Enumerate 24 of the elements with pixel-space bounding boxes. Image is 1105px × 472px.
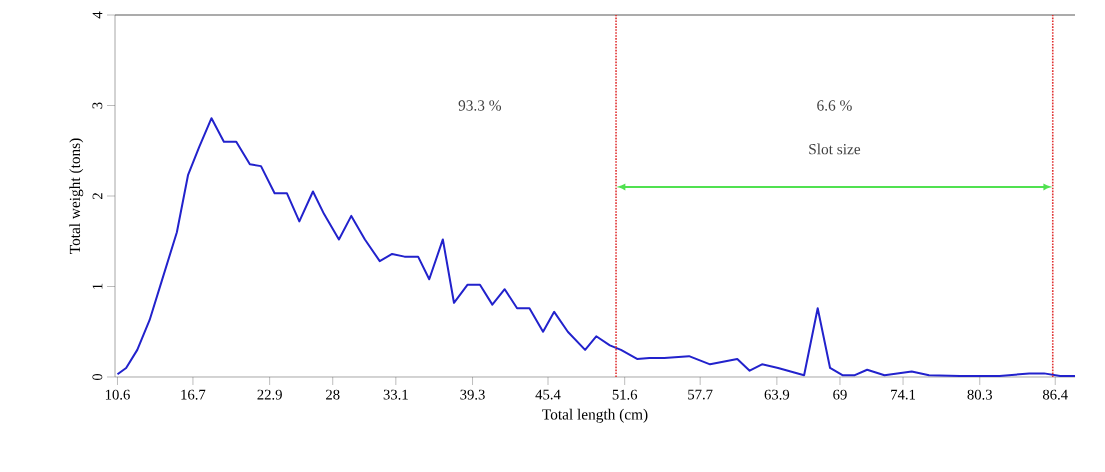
annotation: 93.3 % bbox=[458, 100, 502, 111]
x-tick-label: 33.1 bbox=[383, 389, 408, 400]
x-tick-label: 10.6 bbox=[105, 389, 130, 400]
y-axis-title: Total weight (tons) bbox=[69, 138, 84, 254]
x-tick-label: 80.3 bbox=[967, 389, 993, 400]
x-axis-title: Total length (cm) bbox=[542, 408, 648, 423]
annotation: 6.6 % bbox=[817, 100, 852, 111]
x-tick-label: 28 bbox=[326, 389, 340, 400]
x-tick-label: 74.1 bbox=[891, 389, 915, 400]
y-tick-label: 2 bbox=[92, 193, 103, 200]
x-tick-label: 39.3 bbox=[460, 389, 485, 400]
annotation: Slot size bbox=[809, 143, 861, 155]
x-tick-label: 51.6 bbox=[612, 389, 638, 400]
x-tick-label: 16.7 bbox=[181, 389, 206, 400]
x-tick-label: 22.9 bbox=[257, 389, 282, 400]
x-tick-label: 86.4 bbox=[1042, 389, 1068, 400]
x-tick-label: 57.7 bbox=[688, 389, 713, 400]
y-tick-label: 1 bbox=[92, 283, 103, 289]
x-tick-label: 45.4 bbox=[535, 389, 561, 400]
y-tick-label: 4 bbox=[92, 11, 103, 19]
y-tick-label: 0 bbox=[92, 373, 103, 381]
y-tick-label: 3 bbox=[92, 102, 103, 109]
x-tick-label: 69 bbox=[833, 389, 847, 400]
x-tick-label: 63.9 bbox=[764, 389, 790, 400]
